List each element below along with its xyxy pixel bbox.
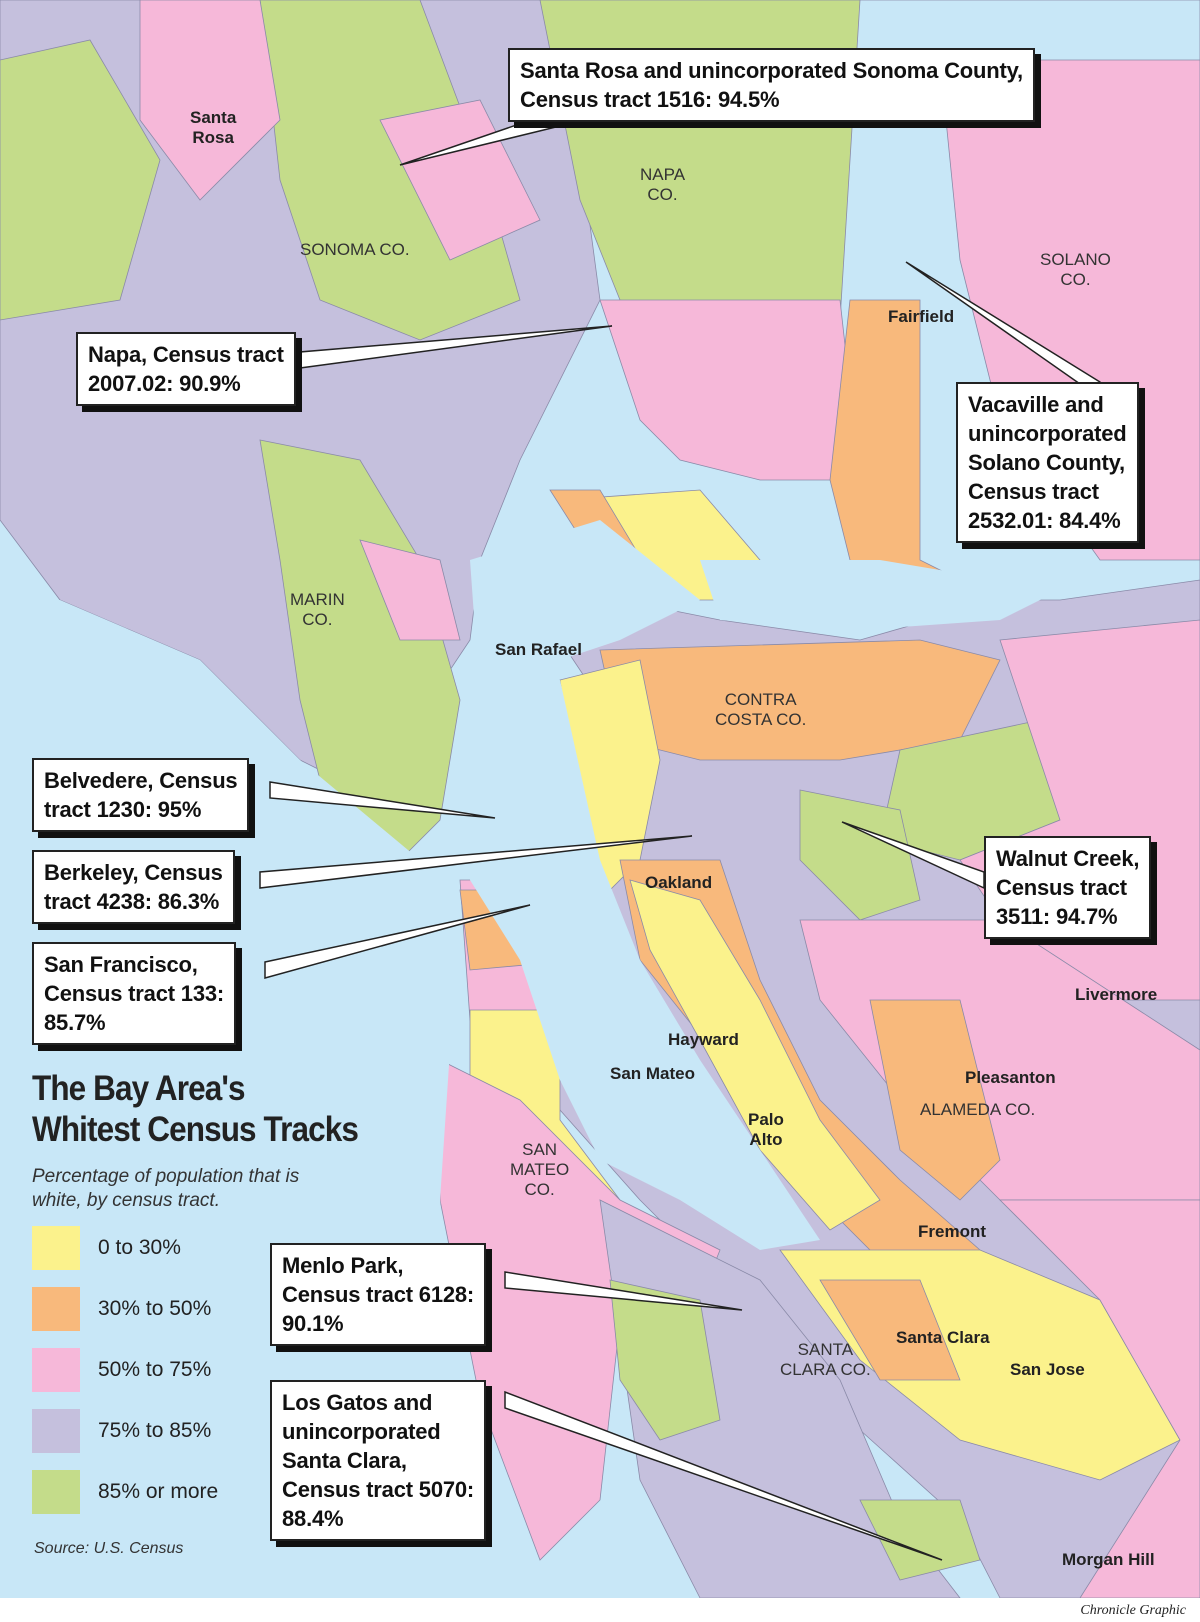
legend-swatch	[32, 1470, 80, 1514]
county-label: NAPA CO.	[640, 165, 686, 204]
tract-region	[799, 789, 921, 921]
callout-line: Berkeley, Census	[44, 860, 223, 885]
callout-box: Berkeley, Census tract 4238: 86.3%	[32, 850, 235, 924]
callout-line: 2532.01: 84.4%	[968, 508, 1121, 533]
city-label: Morgan Hill	[1062, 1550, 1155, 1569]
county-label: SOLANO CO.	[1040, 250, 1111, 289]
tract-region	[0, 39, 161, 321]
city-label: Palo Alto	[748, 1110, 784, 1149]
city-label: Livermore	[1075, 985, 1158, 1004]
callout-line: Menlo Park,	[282, 1253, 404, 1278]
legend-label: 50% to 75%	[98, 1358, 212, 1381]
callout-leader	[299, 325, 613, 369]
county-label: SANTA CLARA CO.	[780, 1340, 871, 1379]
callout-line: Santa Clara,	[282, 1448, 407, 1473]
bay-south	[470, 680, 820, 1250]
callout-line: Census tract 5070:	[282, 1477, 475, 1502]
county-label: ALAMEDA CO.	[920, 1100, 1036, 1119]
map-title: The Bay Area's Whitest Census Tracks	[32, 1068, 359, 1150]
city-label: Fremont	[918, 1222, 986, 1241]
callout-line: unincorporated	[968, 421, 1127, 446]
callout-box: San Francisco, Census tract 133: 85.7%	[32, 942, 237, 1045]
callout-leader	[504, 1390, 943, 1561]
callout-line: 2007.02: 90.9%	[88, 371, 241, 396]
callout-line: 90.1%	[282, 1311, 344, 1336]
callout-line: Census tract 133:	[44, 981, 225, 1006]
callout-box: Napa, Census tract 2007.02: 90.9%	[76, 332, 296, 406]
tract-region	[599, 299, 861, 481]
city-label: San Mateo	[610, 1064, 696, 1083]
tract-region	[609, 1279, 721, 1441]
callout-line: tract 4238: 86.3%	[44, 889, 220, 914]
callout-line: Vacaville and	[968, 392, 1104, 417]
callout-box: Belvedere, Census tract 1230: 95%	[32, 758, 250, 832]
callout-box: Santa Rosa and unincorporated Sonoma Cou…	[508, 48, 1035, 122]
footer-bar	[0, 1598, 1200, 1622]
legend-swatch	[32, 1287, 80, 1331]
source-note: Source: U.S. Census	[34, 1540, 184, 1557]
city-label: Fairfield	[888, 307, 955, 326]
callout-line: tract 1230: 95%	[44, 797, 202, 822]
callout-leader	[259, 835, 693, 889]
legend-swatch	[32, 1226, 80, 1270]
tract-region	[859, 1499, 981, 1581]
tract-region	[139, 0, 281, 201]
callout-line: Napa, Census tract	[88, 342, 284, 367]
county-label: SAN MATEO CO.	[510, 1140, 570, 1199]
callout-line: 85.7%	[44, 1010, 106, 1035]
callout-line: Census tract 1516: 94.5%	[520, 87, 780, 112]
county-label: MARIN CO.	[290, 590, 345, 629]
callout-line: Census tract 6128:	[282, 1282, 475, 1307]
suisun-bay	[700, 560, 1060, 630]
callout-line: Walnut Creek,	[996, 846, 1140, 871]
legend-swatch	[32, 1348, 80, 1392]
city-label: Santa Clara	[896, 1328, 990, 1347]
bay-north	[470, 520, 700, 700]
callout-box: Walnut Creek, Census tract 3511: 94.7%	[984, 836, 1152, 939]
callout-box: Vacaville and unincorporated Solano County…	[956, 382, 1139, 543]
tract-region	[819, 1279, 961, 1381]
tract-region	[629, 879, 881, 1231]
legend-label: 0 to 30%	[98, 1236, 181, 1259]
callout-line: unincorporated	[282, 1419, 441, 1444]
title-line-2: Whitest Census Tracks	[32, 1110, 359, 1149]
city-label: Oakland	[645, 873, 713, 892]
tract-region	[359, 539, 461, 641]
callout-line: Los Gatos and	[282, 1390, 433, 1415]
city-label: San Jose	[1010, 1360, 1085, 1379]
city-label: Hayward	[668, 1030, 739, 1049]
callout-line: 3511: 94.7%	[996, 904, 1118, 929]
leader-lines	[259, 108, 1101, 1561]
legend-label: 75% to 85%	[98, 1419, 212, 1442]
tract-region	[869, 999, 1001, 1201]
city-label: Santa Rosa	[190, 108, 237, 147]
callout-line: San Francisco,	[44, 952, 198, 977]
callout-line: 88.4%	[282, 1506, 344, 1531]
tract-region	[259, 439, 461, 861]
county-label: SONOMA CO.	[300, 240, 410, 259]
title-line-1: The Bay Area's	[32, 1069, 245, 1108]
callout-line: Census tract	[968, 479, 1099, 504]
city-label: Pleasanton	[965, 1068, 1056, 1087]
callout-line: Belvedere, Census	[44, 768, 238, 793]
city-label: San Rafael	[495, 640, 582, 659]
county-label: CONTRA COSTA CO.	[715, 690, 807, 729]
callout-line: Solano County,	[968, 450, 1125, 475]
callout-leader	[264, 904, 531, 979]
credit: Chronicle Graphic	[1080, 1603, 1186, 1618]
legend-swatch	[32, 1409, 80, 1453]
callout-leader	[504, 1271, 743, 1311]
callout-leader	[269, 781, 496, 819]
callout-line: Census tract	[996, 875, 1127, 900]
map-subtitle: Percentage of population that is white, …	[32, 1166, 300, 1211]
legend-label: 30% to 50%	[98, 1297, 212, 1320]
legend-label: 85% or more	[98, 1480, 219, 1503]
callout-box: Los Gatos and unincorporated Santa Clara, C…	[270, 1380, 487, 1541]
callout-box: Menlo Park, Census tract 6128: 90.1%	[270, 1243, 487, 1346]
pacific-ocean	[0, 600, 480, 1598]
callout-line: Santa Rosa and unincorporated Sonoma Cou…	[520, 58, 1023, 83]
